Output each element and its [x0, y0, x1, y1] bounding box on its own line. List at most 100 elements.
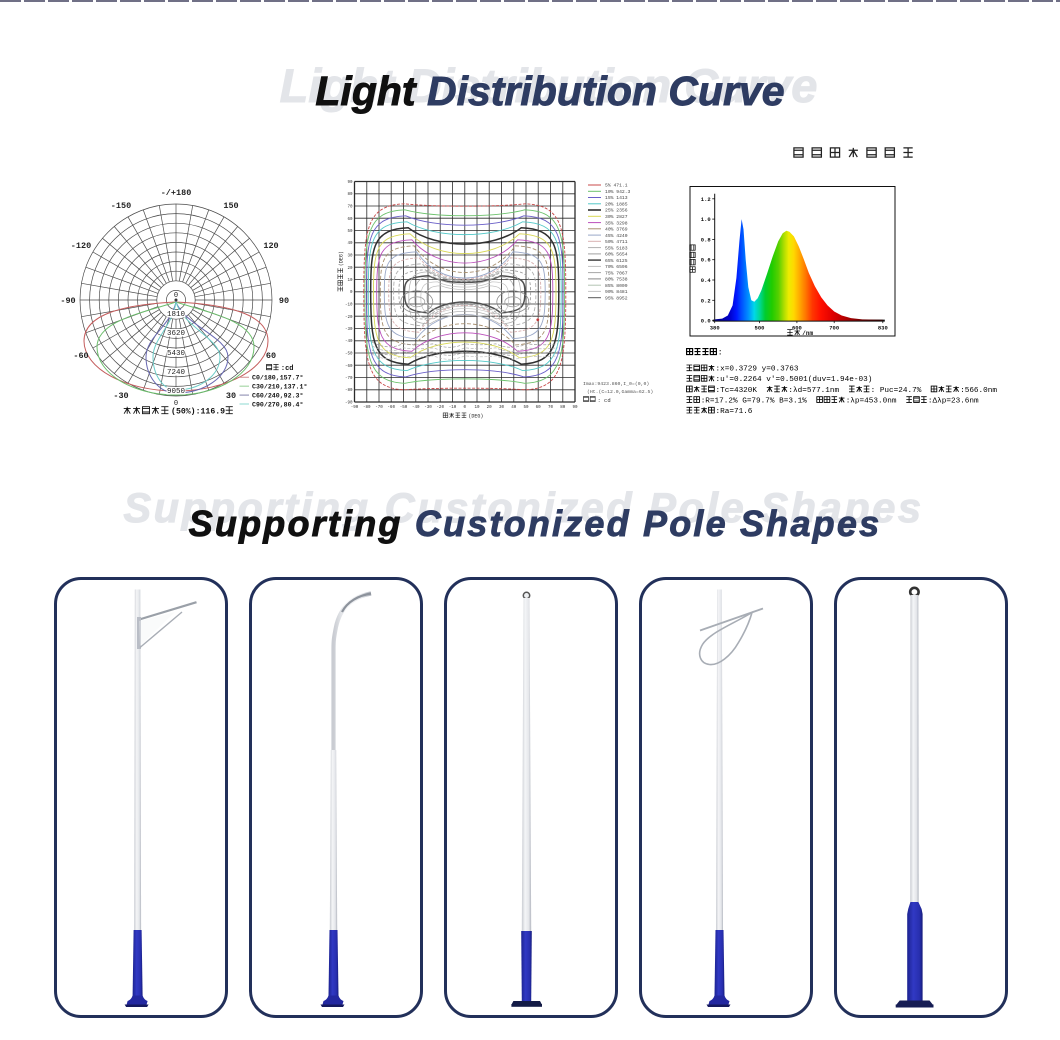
svg-text:45% 4240: 45% 4240: [605, 233, 628, 239]
svg-text:0: 0: [464, 406, 467, 410]
svg-text:9050: 9050: [167, 388, 186, 396]
svg-text:-150: -150: [111, 201, 131, 211]
svg-text:-70: -70: [345, 377, 353, 381]
svg-text:(DEG): (DEG): [339, 251, 345, 266]
svg-text:-30: -30: [113, 391, 128, 401]
svg-text:-10: -10: [449, 406, 457, 410]
svg-text:0: 0: [350, 291, 353, 295]
svg-text:-30: -30: [424, 406, 432, 410]
svg-text:30: 30: [347, 255, 353, 259]
svg-text:20: 20: [487, 406, 493, 410]
svg-text:10: 10: [474, 406, 480, 410]
svg-text::x=0.3729 y=0.3763: :x=0.3729 y=0.3763: [716, 366, 799, 374]
svg-text:70% 6596: 70% 6596: [605, 264, 628, 270]
svg-text::u'=0.2264 v'=0.5001(duv=1.94: :u'=0.2264 v'=0.5001(duv=1.94e-03): [716, 376, 873, 384]
svg-text:60% 5654: 60% 5654: [605, 252, 628, 258]
svg-text:(DEG): (DEG): [468, 414, 483, 420]
svg-text:80: 80: [560, 406, 566, 410]
svg-text:830: 830: [878, 325, 888, 332]
svg-text:40% 3769: 40% 3769: [605, 227, 628, 233]
svg-text:15% 1413: 15% 1413: [605, 195, 628, 201]
svg-text:-60: -60: [387, 406, 395, 410]
svg-text:-90: -90: [60, 296, 75, 306]
svg-text:(50%):116.9: (50%):116.9: [171, 406, 225, 416]
svg-text::λp=453.0nm: :λp=453.0nm: [846, 397, 897, 405]
svg-text:0.0: 0.0: [701, 318, 711, 325]
svg-text:150: 150: [223, 201, 238, 211]
svg-text::cd: :cd: [281, 365, 294, 373]
svg-text:-90: -90: [345, 402, 353, 406]
svg-text:1810: 1810: [167, 311, 186, 319]
svg-text:0.4: 0.4: [701, 277, 712, 284]
svg-text:500: 500: [755, 325, 765, 332]
svg-text:0.2: 0.2: [701, 297, 711, 304]
svg-text:90: 90: [347, 181, 353, 185]
svg-text:-40: -40: [412, 406, 420, 410]
svg-text:90: 90: [572, 406, 578, 410]
svg-text:95% 8952: 95% 8952: [605, 295, 628, 301]
svg-text:C0/180,157.7°: C0/180,157.7°: [252, 374, 303, 382]
svg-text:-50: -50: [345, 353, 353, 357]
svg-text:10% 942.3: 10% 942.3: [605, 189, 631, 195]
svg-text:65% 6125: 65% 6125: [605, 258, 628, 264]
svg-text:600: 600: [792, 325, 802, 332]
svg-text:80% 7538: 80% 7538: [605, 277, 628, 283]
svg-text:40: 40: [511, 406, 517, 410]
svg-text:30% 2827: 30% 2827: [605, 214, 628, 220]
svg-text:-80: -80: [363, 406, 371, 410]
svg-text:60: 60: [347, 218, 353, 222]
svg-text:(Ht.(C=12.0,Gamma=62.5): (Ht.(C=12.0,Gamma=62.5): [587, 389, 653, 395]
svg-text:40: 40: [347, 242, 353, 246]
svg-text:-10: -10: [345, 304, 353, 308]
svg-text:-90: -90: [351, 406, 359, 410]
svg-text:C30/210,137.1°: C30/210,137.1°: [252, 383, 307, 391]
svg-text::R=17.2% G=79.7% B=3.1%: :R=17.2% G=79.7% B=3.1%: [701, 397, 807, 405]
svg-text:30: 30: [226, 391, 236, 401]
svg-text:60: 60: [536, 406, 542, 410]
svg-text:50% 4711: 50% 4711: [605, 239, 628, 245]
svg-text:10: 10: [347, 279, 353, 283]
svg-text:-50: -50: [400, 406, 408, 410]
svg-text::Δλp=23.6nm: :Δλp=23.6nm: [928, 397, 979, 405]
svg-text:85% 8009: 85% 8009: [605, 283, 628, 289]
svg-text::Ra=71.6: :Ra=71.6: [716, 408, 753, 416]
svg-text::Tc=4320K: :Tc=4320K: [716, 387, 758, 395]
svg-text:3620: 3620: [167, 330, 186, 338]
svg-text:120: 120: [263, 241, 278, 251]
svg-text:: cd: : cd: [597, 397, 610, 404]
svg-text::λd=577.1nm: :λd=577.1nm: [788, 387, 839, 395]
svg-text:50: 50: [347, 230, 353, 234]
svg-text:700: 700: [829, 325, 839, 332]
svg-text:1.2: 1.2: [701, 196, 711, 203]
svg-text:70: 70: [548, 406, 554, 410]
svg-text:75% 7067: 75% 7067: [605, 270, 628, 276]
svg-text:-20: -20: [345, 316, 353, 320]
svg-text:50: 50: [523, 406, 529, 410]
svg-text:C60/240,92.3°: C60/240,92.3°: [252, 391, 303, 399]
svg-text:/nm: /nm: [802, 330, 813, 337]
svg-text:20: 20: [347, 267, 353, 271]
svg-text:0: 0: [174, 292, 178, 300]
svg-text:30: 30: [499, 406, 505, 410]
svg-text:-20: -20: [436, 406, 444, 410]
svg-text:: Puc=24.7%: : Puc=24.7%: [871, 387, 922, 395]
svg-text:70: 70: [347, 206, 353, 210]
svg-text:380: 380: [710, 325, 720, 332]
svg-text:-60: -60: [345, 365, 353, 369]
svg-text:0: 0: [174, 400, 178, 408]
svg-text:60: 60: [266, 351, 276, 361]
svg-text::566.0nm: :566.0nm: [960, 387, 997, 395]
svg-text:C90/270,80.4°: C90/270,80.4°: [252, 400, 303, 408]
svg-text:-/+180: -/+180: [161, 188, 192, 198]
svg-text:55% 5183: 55% 5183: [605, 245, 628, 251]
svg-text:-60: -60: [73, 351, 88, 361]
svg-text:90: 90: [279, 296, 289, 306]
svg-text::: :: [718, 349, 723, 358]
svg-text:-120: -120: [71, 241, 91, 251]
svg-text:90% 8481: 90% 8481: [605, 289, 628, 295]
svg-text:0.6: 0.6: [701, 257, 711, 264]
svg-text:1.0: 1.0: [701, 216, 711, 223]
svg-text:-80: -80: [345, 389, 353, 393]
svg-text:Imax:9423.860,I_0=(0,0): Imax:9423.860,I_0=(0,0): [583, 381, 649, 387]
svg-text:5430: 5430: [167, 350, 186, 358]
